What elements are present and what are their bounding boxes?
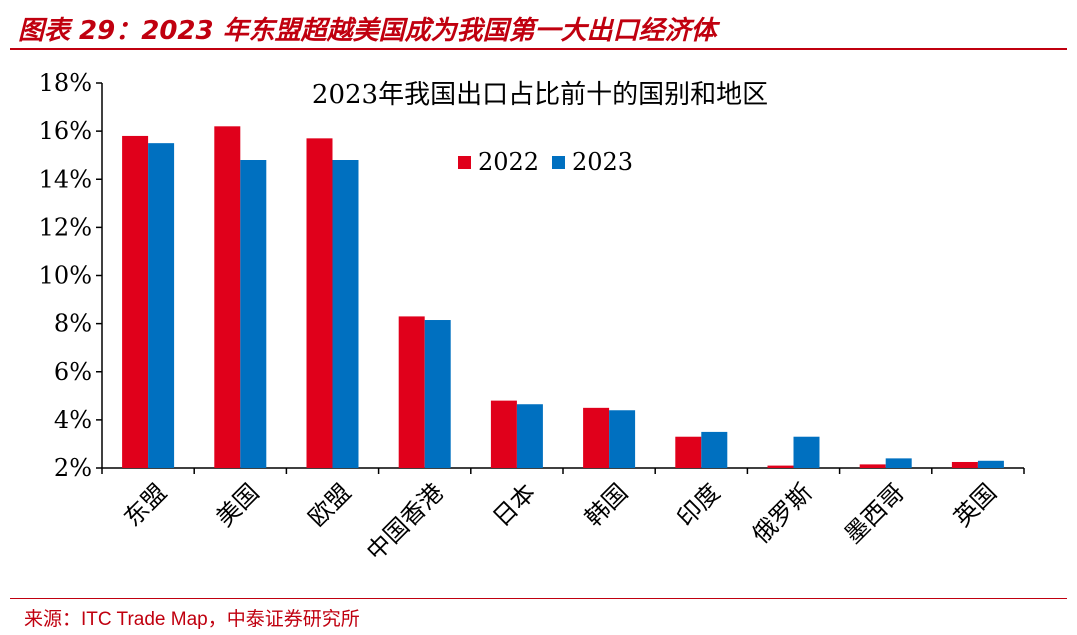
x-tick-label: 美国 <box>211 478 265 532</box>
bar-2023-9 <box>977 460 1004 468</box>
x-tick-label: 俄罗斯 <box>747 478 818 549</box>
source-org: 中泰证券研究所 <box>226 608 360 630</box>
bar-2023-2 <box>332 160 359 468</box>
bar-2022-6 <box>675 436 702 468</box>
legend-label-2022: 2022 <box>478 148 539 176</box>
header-rule <box>10 48 1067 50</box>
bar-2022-3 <box>398 316 425 468</box>
legend-label-2023: 2023 <box>572 148 633 176</box>
bar-2023-4 <box>516 404 543 468</box>
y-tick-label: 18% <box>39 69 92 97</box>
figure-title: 图表 29：2023 年东盟超越美国成为我国第一大出口经济体 <box>18 16 717 46</box>
x-tick-label: 英国 <box>948 478 1002 532</box>
legend-swatch-2022 <box>458 156 471 169</box>
figure-header: 图表 29：2023 年东盟超越美国成为我国第一大出口经济体 <box>0 0 1077 50</box>
x-tick-label: 墨西哥 <box>839 478 910 549</box>
x-tick-label: 韩国 <box>579 478 633 532</box>
bar-2023-0 <box>148 143 175 468</box>
bar-2022-9 <box>951 461 978 468</box>
bar-2023-5 <box>609 410 636 468</box>
source-label: 来源： <box>24 608 82 630</box>
chart-title: 2023年我国出口占比前十的国别和地区 <box>312 80 768 110</box>
y-tick-label: 14% <box>39 165 92 193</box>
y-tick-label: 6% <box>54 358 92 386</box>
source-text: ITC Trade Map， <box>81 609 227 630</box>
bar-2023-6 <box>701 431 728 468</box>
bar-2022-4 <box>490 400 517 468</box>
bar-2022-7 <box>767 465 794 468</box>
bar-2023-8 <box>885 458 912 468</box>
y-tick-label: 16% <box>39 117 92 145</box>
bar-2023-1 <box>240 160 267 468</box>
y-tick-label: 2% <box>54 454 92 482</box>
x-axis: 东盟 美国 欧盟 中国香港 日本 韩国 印度 俄罗斯 墨西哥 英国 <box>101 467 1025 566</box>
legend-swatch-2023 <box>552 156 565 169</box>
bar-2022-8 <box>859 464 886 468</box>
bars-group <box>122 126 1004 468</box>
y-tick-label: 8% <box>54 310 92 338</box>
y-axis: 2% 4% 6% 8% 10% 12% 14% 16% 18% <box>39 69 103 482</box>
bar-2023-3 <box>424 320 451 468</box>
x-tick-label: 日本 <box>487 478 541 532</box>
y-tick-label: 12% <box>39 213 92 241</box>
bar-2023-7 <box>793 436 820 468</box>
legend: 2022 2023 <box>458 148 633 176</box>
bar-2022-2 <box>306 138 333 468</box>
footer-rule <box>10 598 1067 599</box>
y-tick-label: 10% <box>39 262 92 290</box>
y-tick-label: 4% <box>54 406 92 434</box>
x-tick-label: 中国香港 <box>361 478 449 566</box>
x-tick-label: 东盟 <box>118 478 172 532</box>
bar-2022-0 <box>122 135 149 468</box>
x-tick-label: 欧盟 <box>303 478 357 532</box>
bar-chart: 2023年我国出口占比前十的国别和地区 2% 4% 6% 8% 10% 12% 14% 16%… <box>39 69 1025 566</box>
bar-2022-1 <box>214 126 241 468</box>
bar-2022-5 <box>583 407 610 468</box>
source-note: 来源：ITC Trade Map，中泰证券研究所 <box>24 604 360 631</box>
x-tick-label: 印度 <box>672 478 726 532</box>
